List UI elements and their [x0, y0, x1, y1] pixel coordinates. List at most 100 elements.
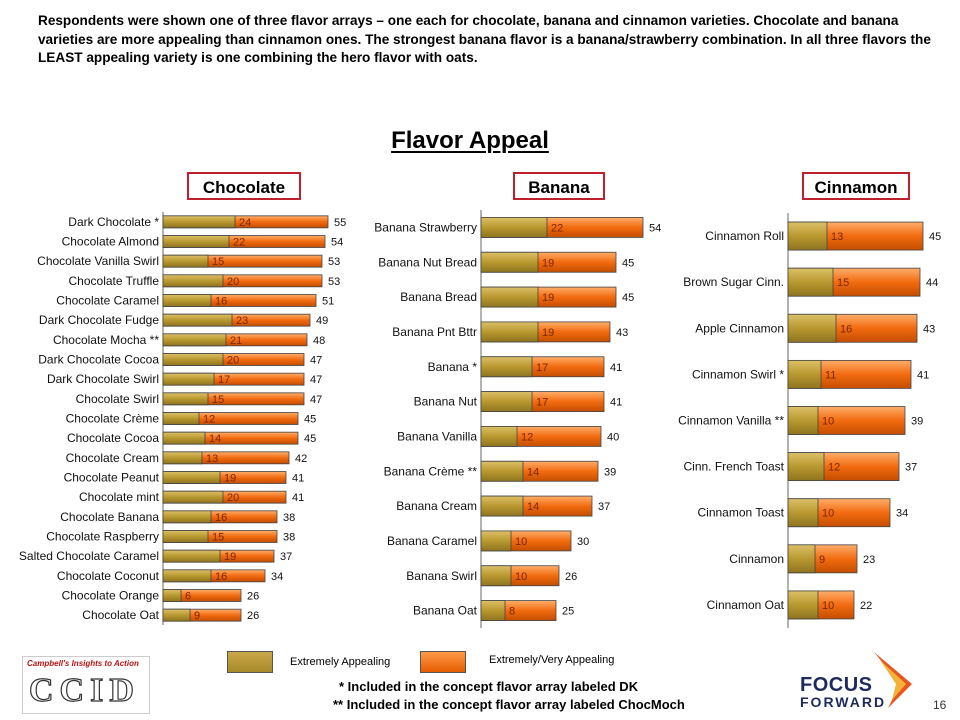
banana-value-very: 30 [577, 536, 589, 548]
chart-main-title: Flavor Appeal [0, 127, 940, 155]
chocolate-category-label: Chocolate Raspberry [46, 530, 159, 544]
chocolate-category-label: Chocolate Peanut [64, 471, 160, 485]
chocolate-value-very: 45 [304, 433, 316, 445]
banana-value-very: 45 [622, 257, 634, 269]
chocolate-bar-extremely [162, 372, 215, 386]
panel-title-banana: Banana [513, 172, 605, 200]
chocolate-bar-extremely [162, 431, 206, 445]
chocolate-bar-extremely [162, 451, 203, 465]
banana-bar-extremely [480, 600, 506, 621]
cinnamon-value-very: 37 [905, 462, 917, 474]
banana-bar-extremely [480, 426, 518, 447]
cinnamon-bar-extremely [787, 313, 837, 343]
legend-label-very: Extremely/Very Appealing [489, 654, 615, 666]
banana-value-extremely: 14 [527, 466, 539, 478]
cinnamon-value-extremely: 16 [840, 323, 852, 335]
banana-bar-extremely [480, 565, 512, 587]
cinnamon-value-very: 41 [917, 369, 929, 381]
banana-value-extremely: 10 [515, 536, 527, 548]
banana-value-extremely: 19 [542, 257, 554, 269]
chocolate-value-very: 41 [292, 473, 304, 485]
cinnamon-value-extremely: 10 [822, 600, 834, 612]
legend-label-extremely: Extremely Appealing [290, 656, 391, 668]
cinnamon-category-label: Apple Cinnamon [695, 321, 784, 335]
cinnamon-category-label: Cinnamon Toast [698, 506, 785, 520]
banana-category-label: Banana Crème ** [384, 464, 478, 478]
focus-forward-line2: FORWARD [800, 694, 887, 710]
chocolate-bar-extremely [162, 215, 236, 229]
banana-category-label: Banana Caramel [387, 534, 477, 548]
ccid-logo: Campbell's Insights to Action CCID [22, 656, 150, 714]
chocolate-value-very: 26 [247, 591, 259, 603]
chocolate-value-extremely: 22 [233, 237, 245, 249]
chocolate-value-very: 55 [334, 217, 346, 229]
chocolate-category-label: Dark Chocolate Cocoa [38, 353, 159, 367]
chocolate-bar-extremely [162, 471, 221, 484]
banana-value-extremely: 22 [551, 222, 563, 234]
chocolate-category-label: Chocolate Truffle [69, 274, 160, 288]
legend-swatch-extremely [227, 651, 273, 673]
chocolate-value-extremely: 19 [224, 551, 236, 563]
panel-title-cinnamon: Cinnamon [802, 172, 910, 200]
banana-value-very: 25 [562, 606, 574, 618]
chocolate-value-very: 26 [247, 610, 259, 622]
banana-bar-extremely [480, 460, 524, 482]
chocolate-bar-extremely [162, 549, 221, 563]
banana-value-very: 37 [598, 501, 610, 513]
chocolate-bar-extremely [162, 254, 209, 268]
cinnamon-category-label: Cinnamon Vanilla ** [678, 414, 784, 428]
chocolate-value-very: 38 [283, 532, 295, 544]
chocolate-value-very: 53 [328, 256, 340, 268]
chocolate-value-extremely: 16 [215, 512, 227, 524]
intro-text: Respondents were shown one of three flav… [38, 13, 931, 65]
chocolate-bar-extremely [162, 353, 224, 366]
chocolate-category-label: Chocolate Cream [66, 451, 159, 465]
footnote-chocmoch: ** Included in the concept flavor array … [333, 697, 685, 712]
chart-main-title-text: Flavor Appeal [391, 127, 549, 154]
chocolate-value-extremely: 19 [224, 473, 236, 485]
chocolate-category-label: Chocolate Banana [60, 510, 159, 524]
cinnamon-value-extremely: 13 [831, 231, 843, 243]
banana-category-label: Banana Swirl [406, 569, 477, 583]
chocolate-value-extremely: 14 [209, 433, 221, 445]
chocolate-value-very: 38 [283, 512, 295, 524]
chocolate-value-very: 42 [295, 453, 307, 465]
cinnamon-value-very: 45 [929, 231, 941, 243]
chocolate-category-label: Chocolate Swirl [76, 392, 159, 406]
banana-value-very: 45 [622, 292, 634, 304]
banana-category-label: Banana Vanilla [397, 429, 477, 443]
banana-value-extremely: 10 [515, 571, 527, 583]
chocolate-bar-extremely [162, 589, 182, 602]
banana-bar-extremely [480, 495, 524, 517]
cinnamon-category-label: Cinn. French Toast [684, 460, 785, 474]
focus-forward-arrow-icon [874, 652, 912, 708]
banana-category-label: Banana * [428, 360, 478, 374]
cinnamon-value-extremely: 10 [822, 416, 834, 428]
focus-forward-line1: FOCUS [800, 674, 873, 696]
chocolate-value-extremely: 24 [239, 217, 251, 229]
banana-value-extremely: 19 [542, 327, 554, 339]
chocolate-value-extremely: 9 [194, 610, 200, 622]
cinnamon-value-very: 23 [863, 554, 875, 566]
chocolate-value-extremely: 20 [227, 276, 239, 288]
cinnamon-value-extremely: 10 [822, 508, 834, 520]
chocolate-value-extremely: 20 [227, 355, 239, 367]
banana-value-very: 41 [610, 362, 622, 374]
cinnamon-bar-extremely [787, 359, 822, 389]
banana-value-extremely: 14 [527, 501, 539, 513]
cinnamon-category-label: Cinnamon Roll [705, 229, 784, 243]
chocolate-bar-extremely [162, 333, 227, 347]
chocolate-category-label: Chocolate Oat [82, 608, 159, 622]
chocolate-value-very: 51 [322, 296, 334, 308]
focus-forward-logo: FOCUS FORWARD [796, 650, 922, 710]
cinnamon-value-very: 22 [860, 600, 872, 612]
chocolate-category-label: Chocolate mint [79, 490, 160, 504]
banana-value-very: 26 [565, 571, 577, 583]
banana-value-extremely: 12 [521, 431, 533, 443]
chocolate-bar-extremely [162, 490, 224, 504]
banana-value-very: 43 [616, 327, 628, 339]
cinnamon-value-very: 43 [923, 323, 935, 335]
chocolate-value-very: 49 [316, 315, 328, 327]
chocolate-category-label: Dark Chocolate Swirl [47, 372, 159, 386]
cinnamon-value-extremely: 15 [837, 277, 849, 289]
